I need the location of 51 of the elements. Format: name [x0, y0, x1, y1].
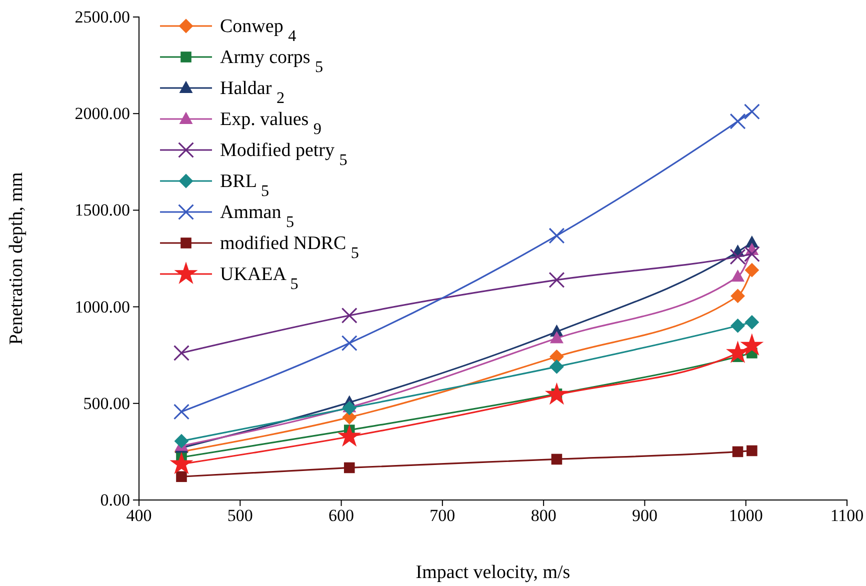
legend-label: Modified petry $_{5}$ [220, 140, 348, 168]
x-tick-label: 600 [328, 506, 354, 526]
y-tick-label: 2500.00 [74, 7, 130, 26]
y-tick-label: 1500.00 [74, 200, 130, 220]
point [551, 454, 562, 465]
point [548, 272, 565, 288]
point [174, 434, 189, 448]
legend-label: modified NDRC $_{5}$ [220, 233, 359, 262]
x-tick-label: 800 [530, 506, 556, 526]
point [731, 269, 745, 282]
point [341, 335, 358, 352]
legend-label: Army corps $_{5}$ [220, 47, 324, 76]
point [730, 113, 746, 130]
legend-label: Conwep $_{4}$ [220, 16, 296, 44]
point [342, 400, 357, 416]
y-tick-label: 1000.00 [74, 297, 130, 316]
legend-label: UKAEA $_{5}$ [220, 264, 298, 292]
point [344, 462, 355, 474]
point [732, 446, 744, 458]
y-axis-title: Penetration depth, mm [6, 172, 27, 345]
x-tick-label: 900 [632, 506, 658, 526]
point [744, 315, 760, 330]
point [170, 452, 192, 474]
x-tick-label: 1000 [728, 506, 763, 526]
point [727, 342, 748, 362]
legend-label: Amman $_{5}$ [220, 202, 294, 230]
legend-label: Exp. values $_{9}$ [220, 109, 322, 138]
legend-label: BRL $_{5}$ [220, 171, 270, 200]
point [741, 334, 763, 355]
point [173, 404, 190, 420]
point [338, 425, 360, 446]
x-tick-label: 700 [430, 506, 456, 526]
point [550, 331, 564, 344]
y-tick-label: 500.00 [83, 394, 130, 413]
y-tick-label: 2000.00 [74, 104, 130, 124]
point [746, 445, 758, 456]
point [550, 359, 564, 374]
point [546, 383, 568, 404]
point [744, 104, 760, 120]
point [341, 307, 358, 324]
point [176, 471, 187, 482]
point [550, 349, 564, 364]
legend-label: Haldar $_{2}$ [220, 78, 285, 106]
point [548, 228, 565, 244]
point [173, 344, 190, 361]
x-axis-title: Impact velocity, m/s [416, 562, 570, 583]
point [744, 262, 760, 278]
x-tick-label: 1100 [830, 506, 864, 526]
x-tick-label: 500 [227, 506, 253, 526]
point [730, 318, 745, 333]
point [730, 288, 745, 304]
